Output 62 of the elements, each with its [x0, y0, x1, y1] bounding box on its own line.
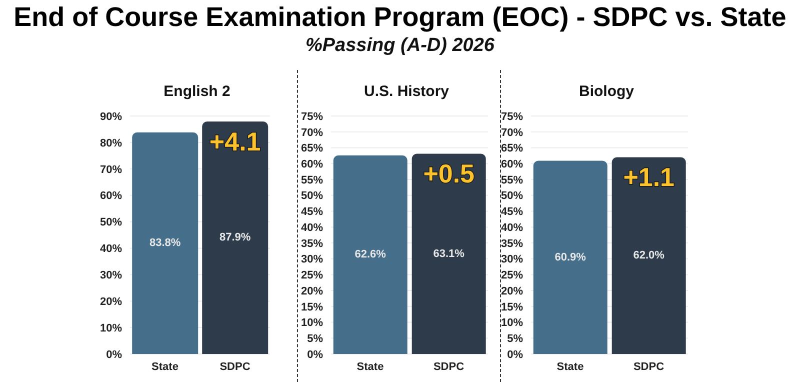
y-tick-label: 60% — [100, 190, 122, 202]
y-tick-label: 75% — [300, 110, 324, 123]
chart-title: Biology — [578, 83, 635, 100]
annotation: +1.1 — [623, 162, 675, 192]
y-tick-label: 20% — [300, 285, 324, 298]
y-tick-label: 0% — [307, 348, 324, 361]
y-tick-label: 70% — [100, 164, 122, 176]
y-tick-label: 30% — [300, 254, 324, 266]
y-tick-label: 15% — [500, 301, 524, 314]
data-label: 83.8% — [150, 237, 181, 250]
y-tick-label: 45% — [500, 206, 524, 218]
y-tick-label: 40% — [100, 243, 122, 256]
y-tick-label: 15% — [300, 301, 324, 314]
x-tick-label: State — [152, 360, 178, 373]
annotation: +4.1 — [209, 126, 261, 156]
data-label: 62.6% — [354, 248, 386, 261]
y-tick-label: 30% — [500, 254, 524, 266]
y-tick-label: 25% — [500, 270, 524, 282]
y-tick-label: 55% — [500, 174, 524, 186]
y-tick-label: 90% — [100, 110, 122, 123]
y-tick-label: 20% — [100, 296, 122, 308]
text: %Passing (A-D) 2026 — [304, 35, 496, 57]
y-tick-label: 35% — [300, 238, 324, 250]
y-tick-label: 10% — [300, 317, 324, 330]
data-label: 62.0% — [633, 250, 665, 262]
x-tick-label: State — [356, 360, 384, 373]
y-tick-label: 10% — [500, 317, 524, 330]
y-tick-label: 25% — [300, 270, 324, 282]
y-tick-label: 30% — [100, 270, 122, 282]
y-tick-label: 50% — [300, 190, 324, 202]
x-tick-label: SDPC — [220, 360, 250, 373]
y-tick-label: 60% — [300, 158, 324, 171]
y-tick-label: 40% — [300, 222, 324, 234]
text: End of Course Examination Program (EOC) - SDPC vs. State — [12, 2, 788, 33]
data-label: 63.1% — [433, 248, 465, 260]
y-tick-label: 60% — [500, 158, 524, 171]
y-tick-label: 55% — [300, 174, 324, 186]
x-tick-label: State — [556, 360, 584, 373]
y-tick-label: 0% — [106, 348, 122, 361]
y-tick-label: 10% — [100, 322, 122, 334]
y-tick-label: 5% — [307, 333, 324, 346]
y-tick-label: 35% — [500, 238, 524, 250]
data-label: 60.9% — [554, 251, 586, 264]
y-tick-label: 50% — [100, 216, 122, 229]
chart-title: English 2 — [162, 83, 232, 100]
y-tick-label: 70% — [300, 126, 324, 139]
y-tick-label: 70% — [500, 126, 524, 139]
annotation: +0.5 — [423, 158, 475, 189]
y-tick-label: 45% — [300, 206, 324, 218]
x-tick-label: SDPC — [433, 360, 464, 373]
y-tick-label: 75% — [500, 110, 524, 123]
y-tick-label: 65% — [300, 142, 324, 155]
y-tick-label: 80% — [100, 137, 122, 150]
y-tick-label: 0% — [507, 348, 524, 361]
data-label: 87.9% — [220, 232, 251, 244]
chart-title: U.S. History — [362, 83, 450, 100]
x-tick-label: SDPC — [633, 360, 664, 373]
y-tick-label: 50% — [500, 190, 524, 202]
y-tick-label: 5% — [507, 333, 524, 346]
y-tick-label: 65% — [500, 142, 524, 155]
y-tick-label: 40% — [500, 222, 524, 234]
y-tick-label: 20% — [500, 285, 524, 298]
